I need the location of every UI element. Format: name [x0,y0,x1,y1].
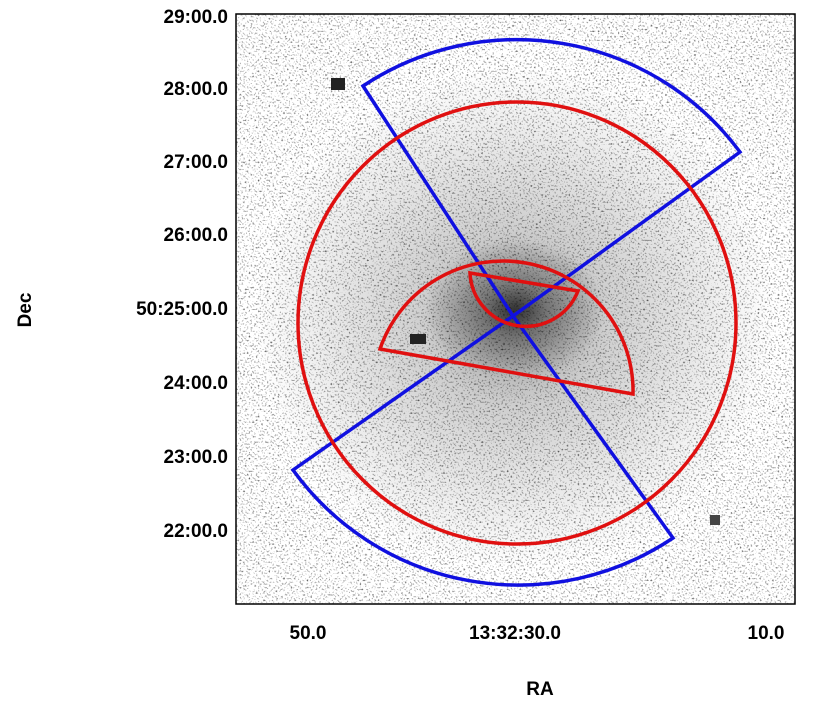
y-tick-label: 24:00.0 [164,373,228,394]
blue-wedge [360,37,743,319]
y-tick-label: 27:00.0 [164,152,228,173]
tick-labels: 29:00.0 28:00.0 27:00.0 26:00.0 50:25:00.0 24… [136,7,784,644]
y-tick-label: 29:00.0 [164,7,228,28]
red-circle [296,100,738,546]
red-wedge [377,259,635,397]
y-tick-label: 23:00.0 [164,447,228,468]
y-tick-label: 50:25:00.0 [136,299,228,320]
y-tick-label: 26:00.0 [164,225,228,246]
y-axis-label: Dec [15,292,36,327]
plot-frame [235,13,796,605]
y-tick-label: 28:00.0 [164,79,228,100]
x-tick-label: 50.0 [290,623,327,644]
regions [290,37,743,587]
x-axis-label: RA [526,679,554,700]
y-tick-label: 22:00.0 [164,521,228,542]
blue-wedge [290,313,676,587]
x-tick-label: 10.0 [748,623,785,644]
x-tick-label: 13:32:30.0 [469,623,561,644]
red-wedge [468,270,581,329]
